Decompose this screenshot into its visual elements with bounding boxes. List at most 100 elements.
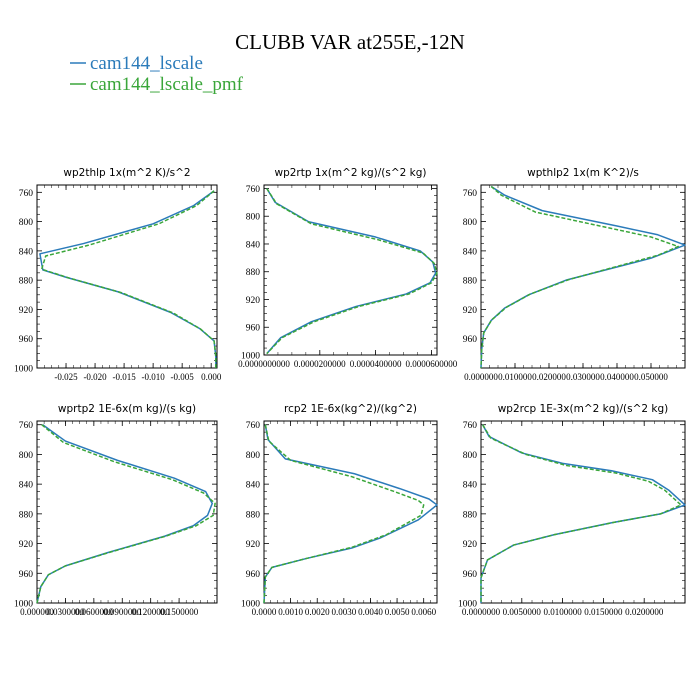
x-tick-label: 0.000000 (464, 372, 498, 382)
x-tick-label: -0.020 (83, 372, 107, 382)
x-tick-label: 0.0030 (331, 607, 356, 617)
x-tick-label: 0.0900000 (103, 607, 142, 617)
y-tick-label: 920 (19, 540, 34, 550)
y-tick-label: 960 (246, 324, 261, 334)
plot-frame (36, 420, 218, 604)
y-tick-label: 800 (19, 218, 34, 228)
x-tick-label: 0.1500000 (160, 607, 199, 617)
y-tick-label: 880 (246, 510, 261, 520)
series-line-lscale-pmf (263, 424, 425, 604)
y-tick-label: 920 (246, 296, 261, 306)
panel-4: wprtp2 1E-6x(m kg)/(s kg) 760 800 840 880 920… (14, 403, 218, 617)
y-tick-label: 960 (463, 335, 478, 345)
y-tick-label: 1000 (14, 600, 33, 610)
y-tick-label: 840 (463, 247, 478, 257)
y-tick-label: 760 (246, 421, 261, 431)
y-tick-label: 920 (463, 540, 478, 550)
legend-label-lscale: cam144_lscale (90, 53, 203, 74)
y-tick-label: 960 (19, 335, 34, 345)
x-tick-label: -0.025 (54, 372, 78, 382)
x-tick-label: 0.050000 (634, 372, 668, 382)
series-line-lscale-pmf (36, 424, 216, 604)
y-tick-label: 840 (246, 481, 261, 491)
y-tick-label: 920 (19, 306, 34, 316)
series-line-lscale (39, 190, 217, 368)
y-tick-label: 920 (246, 540, 261, 550)
plot-frame (36, 184, 218, 369)
legend-label-lscale-pmf: cam144_lscale_pmf (90, 74, 244, 95)
y-tick-label: 800 (246, 213, 261, 223)
x-tick-label: 0.0010 (278, 607, 303, 617)
y-tick-label: 960 (246, 570, 261, 580)
y-tick-label: 880 (19, 277, 34, 287)
y-tick-label: 760 (246, 185, 261, 195)
y-tick-label: 880 (19, 510, 34, 520)
y-tick-label: 800 (463, 451, 478, 461)
panel-1: wp2thlp 1x(m^2 K)/s^2 760 800 840 880 920 960 1… (14, 167, 222, 382)
y-tick-label: 840 (246, 240, 261, 250)
x-tick-label: 0.0020 (305, 607, 330, 617)
x-tick-label: 0.0200000 (625, 607, 664, 617)
panel-title: rcp2 1E-6x(kg^2)/(kg^2) (284, 403, 417, 415)
y-tick-label: 960 (463, 570, 478, 580)
y-tick-label: 800 (463, 218, 478, 228)
x-tick-label: 0.0100000 (543, 607, 582, 617)
panel-title: wp2rtp 1x(m^2 kg)/(s^2 kg) (274, 167, 426, 179)
x-tick-label: 0.0050000 (503, 607, 542, 617)
x-tick-label: 0.0000 (252, 607, 277, 617)
series-line-lscale (263, 424, 438, 604)
panel-6: wp2rcp 1E-3x(m^2 kg)/(s^2 kg) 760 800 840 88… (458, 403, 686, 617)
x-tick-label: 0.0040 (358, 607, 383, 617)
y-tick-label: 880 (463, 510, 478, 520)
x-tick-label: 0.0000000000 (238, 359, 290, 369)
y-tick-label: 880 (463, 277, 478, 287)
y-tick-label: 840 (463, 481, 478, 491)
y-tick-label: 800 (19, 451, 34, 461)
x-tick-label: 0.0050 (385, 607, 410, 617)
x-tick-label: 0.010000 (498, 372, 532, 382)
series-line-lscale (480, 185, 686, 369)
series-line-lscale (36, 424, 214, 604)
x-tick-label: 0.0060 (411, 607, 436, 617)
plot-frame (263, 184, 438, 356)
x-tick-label: 0.040000 (600, 372, 634, 382)
series-line-lscale-pmf (480, 424, 682, 603)
x-tick-label: 0.0150000 (584, 607, 623, 617)
panel-title: wp2thlp 1x(m^2 K)/s^2 (63, 167, 190, 179)
panel-5: rcp2 1E-6x(kg^2)/(kg^2) 760 800 840 880 920 96… (241, 403, 438, 617)
x-tick-label: 0.0600000 (75, 607, 114, 617)
y-tick-label: 1000 (458, 600, 477, 610)
y-tick-label: 760 (19, 189, 34, 199)
x-tick-label: 0.0000200000 (294, 359, 346, 369)
series-line-lscale-pmf (266, 188, 438, 355)
y-tick-label: 960 (19, 570, 34, 580)
y-tick-label: 840 (19, 247, 34, 257)
y-tick-label: 880 (246, 268, 261, 278)
panels: wp2thlp 1x(m^2 K)/s^2 760 800 840 880 920 960 1… (14, 167, 686, 617)
x-tick-label: -0.010 (142, 372, 166, 382)
panel-title: wprtp2 1E-6x(m kg)/(s kg) (58, 403, 196, 415)
series-line-lscale-pmf (480, 185, 679, 369)
x-tick-label: 0.020000 (532, 372, 566, 382)
x-tick-label: 0.030000 (566, 372, 600, 382)
panel-3: wpthlp2 1x(m K^2)/s 760 800 840 880 920 960 0.0… (463, 167, 686, 382)
y-tick-label: 1000 (14, 365, 33, 375)
y-tick-label: 760 (463, 189, 478, 199)
x-tick-label: 0.000 (201, 372, 222, 382)
panel-title: wp2rcp 1E-3x(m^2 kg)/(s^2 kg) (498, 403, 669, 415)
x-tick-label: -0.005 (171, 372, 195, 382)
plot-frame (263, 420, 438, 604)
x-tick-label: 0.0000600000 (406, 359, 458, 369)
series-line-lscale-pmf (40, 190, 217, 368)
y-tick-label: 760 (19, 421, 34, 431)
figure-title: CLUBB VAR at255E,-12N (235, 30, 465, 54)
x-tick-label: 0.0300000 (46, 607, 85, 617)
series-line-lscale (480, 424, 686, 603)
x-tick-label: -0.015 (112, 372, 136, 382)
panel-title: wpthlp2 1x(m K^2)/s (527, 167, 639, 179)
y-tick-label: 800 (246, 451, 261, 461)
x-tick-label: 0.1200000 (132, 607, 171, 617)
legend: cam144_lscale cam144_lscale_pmf (70, 53, 244, 95)
panel-2: wp2rtp 1x(m^2 kg)/(s^2 kg) 760 800 840 880 92… (238, 167, 458, 369)
